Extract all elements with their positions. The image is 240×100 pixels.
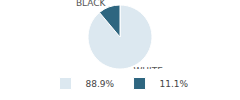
svg-text:11.1%: 11.1% [160,79,189,89]
svg-text:BLACK: BLACK [76,0,107,8]
svg-text:88.9%: 88.9% [86,79,115,89]
